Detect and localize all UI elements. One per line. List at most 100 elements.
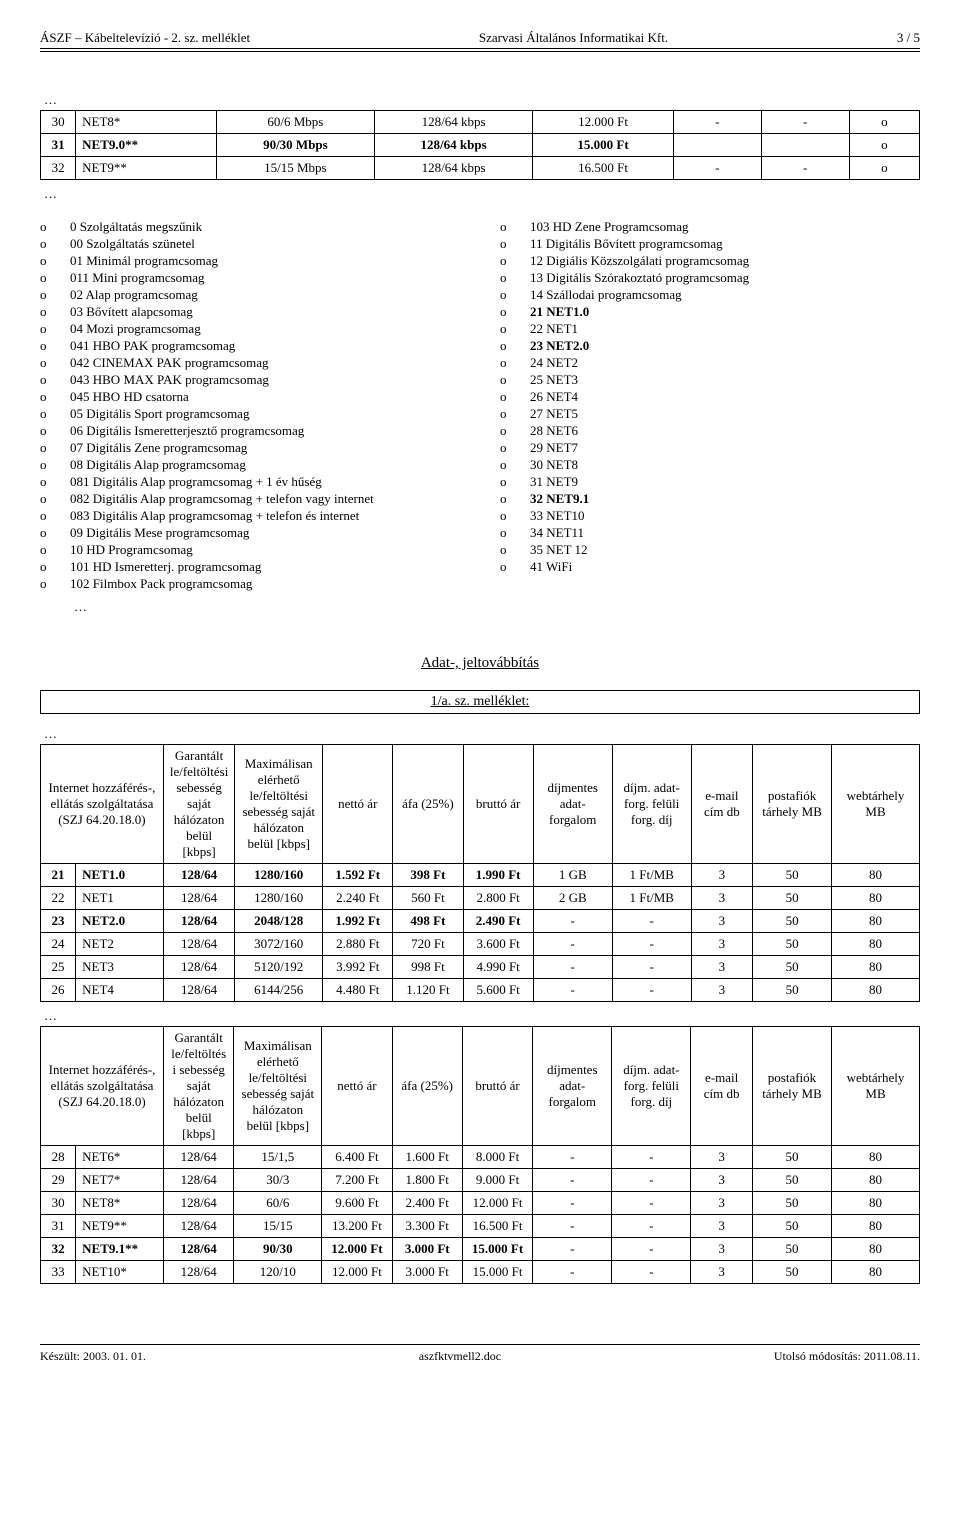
table-cell: 1.600 Ft	[392, 1146, 462, 1169]
table-cell: 398 Ft	[393, 864, 463, 887]
table-cell: 50	[752, 1146, 831, 1169]
table-cell: 24	[41, 933, 76, 956]
list-marker: o	[500, 508, 514, 524]
table-cell: 50	[752, 1192, 831, 1215]
table-cell: -	[533, 979, 612, 1002]
list-marker: o	[40, 491, 54, 507]
list-text: 30 NET8	[530, 457, 920, 473]
header-right: 3 / 5	[897, 30, 920, 46]
table-cell: NET8*	[76, 1192, 164, 1215]
list-text: 03 Bővített alapcsomag	[70, 304, 460, 320]
list-text: 27 NET5	[530, 406, 920, 422]
list-item: o083 Digitális Alap programcsomag + tele…	[40, 508, 460, 524]
table-cell: 23	[41, 910, 76, 933]
table-cell: 4.990 Ft	[463, 956, 533, 979]
table-cell: 15.000 Ft	[462, 1238, 532, 1261]
table-header-cell: áfa (25%)	[393, 745, 463, 864]
table-cell: 8.000 Ft	[462, 1146, 532, 1169]
list-item: o 25 NET3	[500, 372, 920, 388]
table-cell: 1 Ft/MB	[612, 887, 691, 910]
table-cell: 3.000 Ft	[392, 1238, 462, 1261]
list-text: 29 NET7	[530, 440, 920, 456]
table-cell: NET8*	[76, 111, 217, 134]
table-cell: 1.592 Ft	[323, 864, 393, 887]
list-marker: o	[40, 525, 54, 541]
list-marker: o	[40, 423, 54, 439]
table-cell: 128/64 kbps	[375, 134, 533, 157]
table-cell: 1280/160	[235, 887, 323, 910]
table-cell: o	[849, 111, 919, 134]
table-cell: 3	[691, 956, 752, 979]
list-text: 043 HBO MAX PAK programcsomag	[70, 372, 460, 388]
header-rule	[40, 51, 920, 52]
table-cell: 3	[691, 1192, 753, 1215]
list-item: o31 NET9	[500, 474, 920, 490]
table-row: 32NET9**15/15 Mbps128/64 kbps16.500 Ft--…	[41, 157, 920, 180]
table-header-cell: postafiók tárhely MB	[752, 1027, 831, 1146]
table-cell: 50	[753, 933, 832, 956]
list-text: 08 Digitális Alap programcsomag	[70, 457, 460, 473]
table-cell: NET1	[76, 887, 164, 910]
table-cell: 128/64	[164, 1215, 234, 1238]
list-marker: o	[40, 389, 54, 405]
list-text: 25 NET3	[530, 372, 920, 388]
table-row: 30NET8*128/6460/69.600 Ft2.400 Ft12.000 …	[41, 1192, 920, 1215]
list-marker: o	[500, 236, 514, 252]
list-marker: o	[40, 355, 54, 371]
list-marker: o	[500, 457, 514, 473]
table-cell: 80	[832, 1261, 920, 1284]
table-cell: 31	[41, 134, 76, 157]
program-lists: o0 Szolgáltatás megszűniko00 Szolgáltatá…	[40, 218, 920, 593]
table-row: 31NET9.0**90/30 Mbps128/64 kbps15.000 Ft…	[41, 134, 920, 157]
table-row: 24NET2128/643072/1602.880 Ft720 Ft3.600 …	[41, 933, 920, 956]
list-item: o06 Digitális Ismeretterjesztő programcs…	[40, 423, 460, 439]
list-marker: o	[500, 474, 514, 490]
table-cell: NET3	[76, 956, 164, 979]
list-text: 05 Digitális Sport programcsomag	[70, 406, 460, 422]
list-item: o34 NET11	[500, 525, 920, 541]
table-header-cell: e-mail cím db	[691, 1027, 753, 1146]
table-cell: 128/64	[164, 1238, 234, 1261]
list-item: o043 HBO MAX PAK programcsomag	[40, 372, 460, 388]
list-item: o08 Digitális Alap programcsomag	[40, 457, 460, 473]
list-text: 042 CINEMAX PAK programcsomag	[70, 355, 460, 371]
table-cell: 80	[832, 1238, 920, 1261]
list-text: 083 Digitális Alap programcsomag + telef…	[70, 508, 460, 524]
list-marker: o	[40, 270, 54, 286]
list-text: 045 HBO HD csatorna	[70, 389, 460, 405]
table-cell: -	[533, 933, 612, 956]
table-cell: 50	[752, 1261, 831, 1284]
footer-left: Készült: 2003. 01. 01.	[40, 1349, 146, 1364]
table-cell: -	[533, 910, 612, 933]
table-cell: 80	[832, 1146, 920, 1169]
program-list-left: o0 Szolgáltatás megszűniko00 Szolgáltatá…	[40, 218, 460, 593]
list-marker: o	[500, 372, 514, 388]
table-header-cell: postafiók tárhely MB	[753, 745, 832, 864]
table-header-cell: Internet hozzáférés-, ellátás szolgáltat…	[41, 745, 164, 864]
list-text: 041 HBO PAK programcsomag	[70, 338, 460, 354]
table-cell: 3.300 Ft	[392, 1215, 462, 1238]
header-center: Szarvasi Általános Informatikai Kft.	[250, 30, 897, 46]
table-cell: o	[849, 134, 919, 157]
table-cell: 5120/192	[235, 956, 323, 979]
list-item: o081 Digitális Alap programcsomag + 1 év…	[40, 474, 460, 490]
list-text: 01 Minimál programcsomag	[70, 253, 460, 269]
table-cell: 3072/160	[235, 933, 323, 956]
list-text: 23 NET2.0	[530, 338, 920, 354]
list-marker: o	[500, 355, 514, 371]
table-cell: 80	[832, 956, 920, 979]
table-row: 29NET7*128/6430/37.200 Ft1.800 Ft9.000 F…	[41, 1169, 920, 1192]
table-cell: 2.880 Ft	[323, 933, 393, 956]
header-left: ÁSZF – Kábeltelevízió - 2. sz. melléklet	[40, 30, 250, 46]
table-header-cell: áfa (25%)	[392, 1027, 462, 1146]
table-cell: 3	[691, 887, 752, 910]
table-header-cell: díjmentes adat-forgalom	[533, 1027, 612, 1146]
table-cell: -	[533, 1261, 612, 1284]
table-header-cell: Garantált le/feltöltési sebesség saját h…	[163, 745, 234, 864]
table-cell: 3	[691, 864, 752, 887]
table-cell: 33	[41, 1261, 76, 1284]
list-item: o04 Mozi programcsomag	[40, 321, 460, 337]
footer-center: aszfktvmell2.doc	[146, 1349, 774, 1364]
table-cell: 1 GB	[533, 864, 612, 887]
table-cell: 128/64	[163, 956, 234, 979]
